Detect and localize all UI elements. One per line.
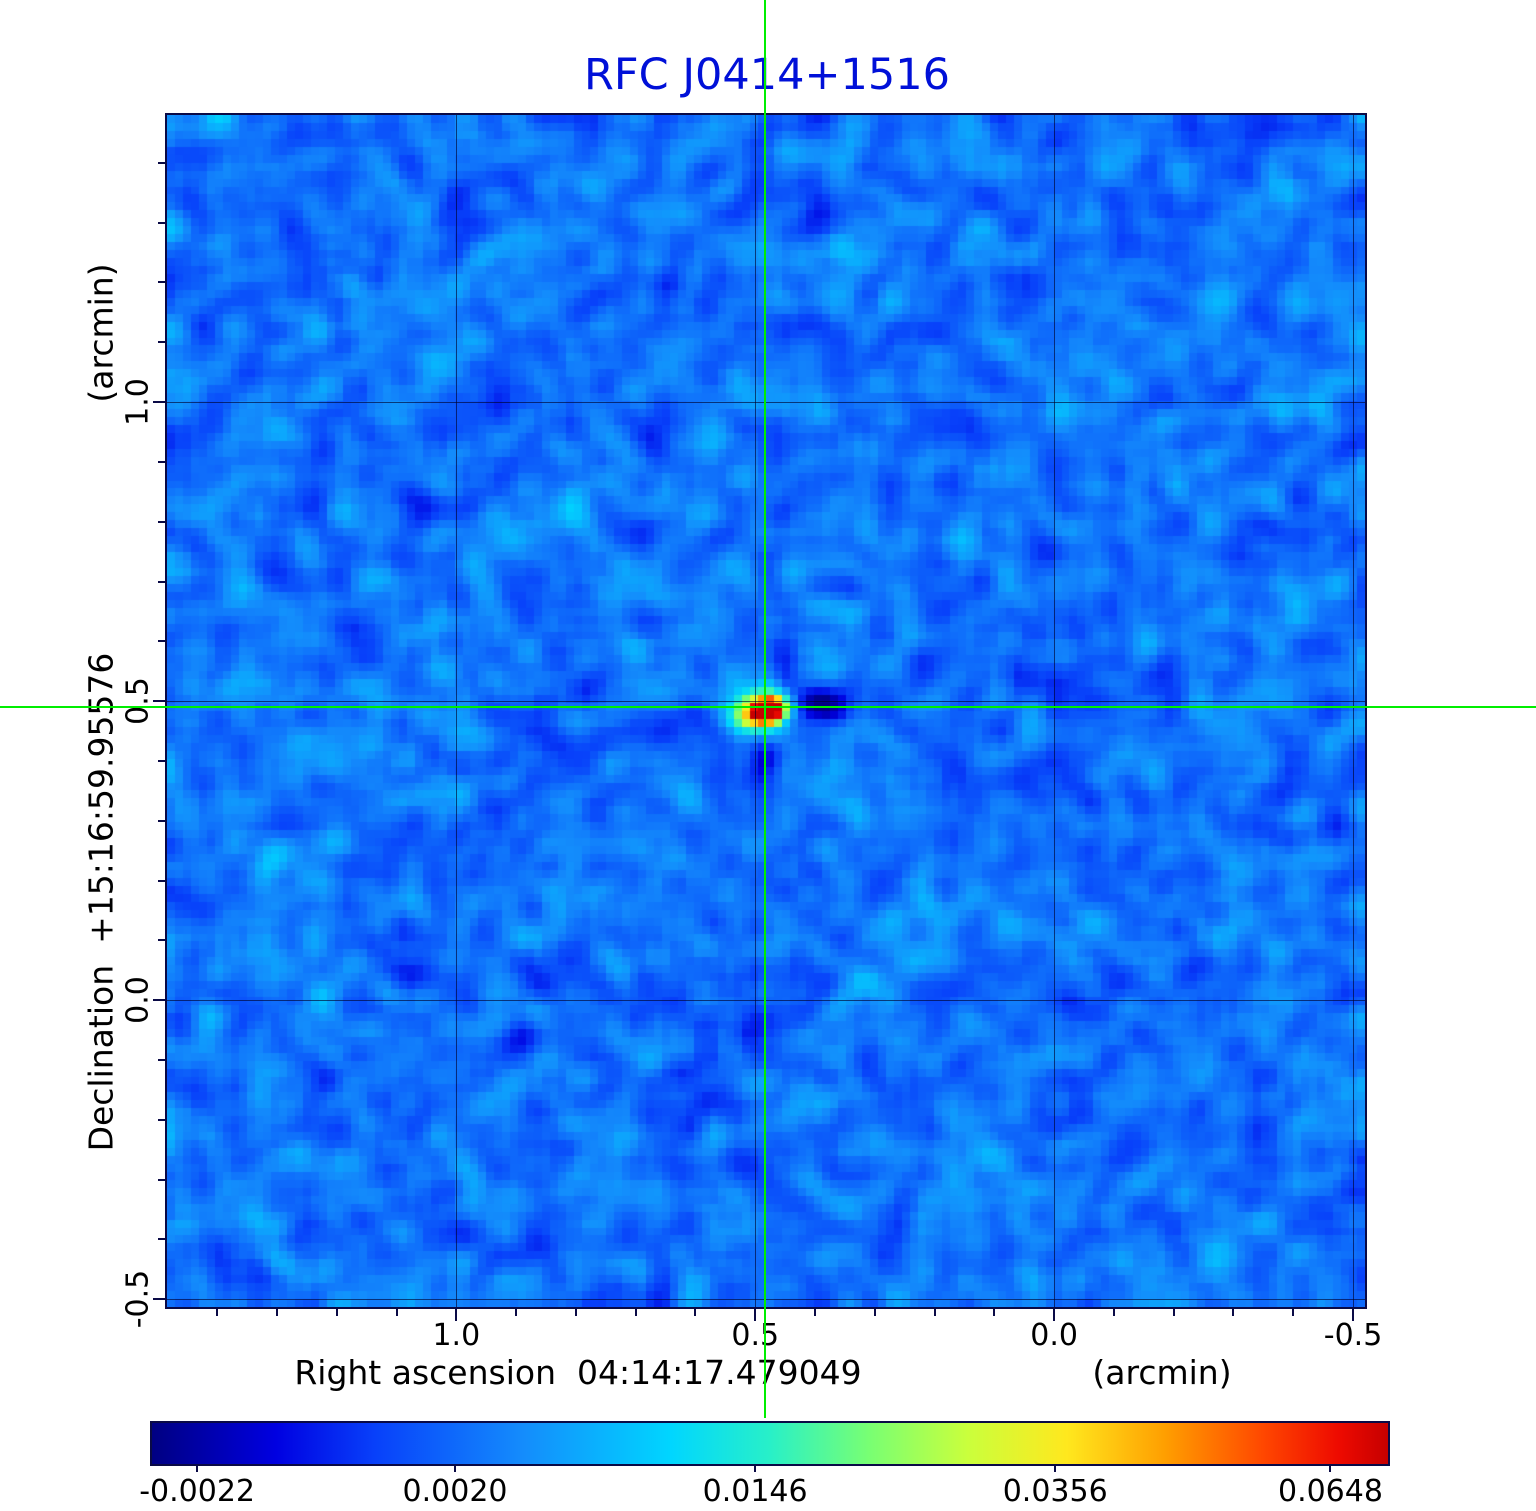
colorbar-tick: [1329, 1466, 1332, 1472]
y-axis-major-tick: [153, 700, 165, 703]
y-axis-unit-label: (arcmin): [81, 263, 121, 403]
x-axis-major-tick: [1053, 1309, 1056, 1321]
colorbar-tick: [196, 1466, 199, 1472]
x-axis-major-tick: [1352, 1309, 1355, 1321]
x-axis-minor-tick: [933, 1309, 936, 1316]
y-axis-minor-tick: [158, 640, 165, 643]
x-axis-label: Right ascension 04:14:17.479049: [294, 1353, 862, 1392]
y-tick-label: -0.5: [120, 1269, 156, 1329]
colorbar-tick: [454, 1466, 457, 1472]
x-axis-major-tick: [754, 1309, 757, 1321]
colorbar-tick-label: 0.0356: [1002, 1474, 1108, 1509]
x-axis-minor-tick: [216, 1309, 219, 1316]
y-axis-minor-tick: [158, 819, 165, 822]
x-tick-label: 0.0: [1030, 1318, 1078, 1353]
y-axis-minor-tick: [158, 161, 165, 164]
x-axis-major-tick: [455, 1309, 458, 1321]
y-axis-minor-tick: [158, 1238, 165, 1241]
colorbar-tick: [754, 1466, 757, 1472]
x-axis-minor-tick: [1232, 1309, 1235, 1316]
x-axis-minor-tick: [873, 1309, 876, 1316]
colorbar-tick: [1054, 1466, 1057, 1472]
x-tick-label: -0.5: [1323, 1318, 1383, 1353]
x-axis-minor-tick: [993, 1309, 996, 1316]
y-axis-minor-tick: [158, 341, 165, 344]
x-grid-line: [1352, 115, 1354, 1307]
colorbar-tick-label: 0.0020: [402, 1474, 508, 1509]
y-tick-label: 0.5: [120, 677, 156, 725]
y-axis-minor-tick: [158, 221, 165, 224]
colorbar-tick-label: 0.0146: [702, 1474, 808, 1509]
colorbar: [150, 1421, 1390, 1466]
x-axis-minor-tick: [1172, 1309, 1175, 1316]
x-axis-minor-tick: [814, 1309, 817, 1316]
y-tick-label: 1.0: [120, 378, 156, 426]
colorbar-tick-label: -0.0022: [139, 1474, 256, 1509]
x-axis-minor-tick: [1292, 1309, 1295, 1316]
x-tick-label: 1.0: [432, 1318, 481, 1353]
x-grid-line: [455, 115, 457, 1307]
y-tick-label: 0.0: [120, 976, 156, 1025]
x-axis-unit-label: (arcmin): [1092, 1353, 1232, 1392]
y-axis-major-tick: [153, 401, 165, 404]
y-axis-minor-tick: [158, 281, 165, 284]
y-axis-minor-tick: [158, 939, 165, 942]
y-axis-minor-tick: [158, 759, 165, 762]
y-axis-minor-tick: [158, 879, 165, 882]
crosshair-vertical-line: [764, 0, 767, 1418]
x-grid-line: [754, 115, 756, 1307]
x-tick-label: 0.5: [731, 1318, 780, 1353]
y-axis-label: Declination +15:16:59.95576: [81, 652, 121, 1152]
y-axis-minor-tick: [158, 520, 165, 523]
y-axis-major-tick: [153, 1298, 165, 1301]
x-axis-minor-tick: [395, 1309, 398, 1316]
figure-title: RFC J0414+1516: [584, 50, 950, 100]
colorbar-tick-label: 0.0648: [1277, 1474, 1383, 1509]
x-axis-minor-tick: [335, 1309, 338, 1316]
y-axis-minor-tick: [158, 1178, 165, 1181]
y-axis-minor-tick: [158, 460, 165, 463]
x-axis-minor-tick: [694, 1309, 697, 1316]
x-grid-line: [1053, 115, 1055, 1307]
x-axis-minor-tick: [515, 1309, 518, 1316]
crosshair-horizontal-line: [0, 706, 1536, 709]
x-axis-minor-tick: [634, 1309, 637, 1316]
y-axis-major-tick: [153, 999, 165, 1002]
y-axis-minor-tick: [158, 580, 165, 583]
x-axis-minor-tick: [1112, 1309, 1115, 1316]
y-axis-minor-tick: [158, 1118, 165, 1121]
x-axis-minor-tick: [574, 1309, 577, 1316]
x-axis-minor-tick: [275, 1309, 278, 1316]
y-axis-minor-tick: [158, 1058, 165, 1061]
